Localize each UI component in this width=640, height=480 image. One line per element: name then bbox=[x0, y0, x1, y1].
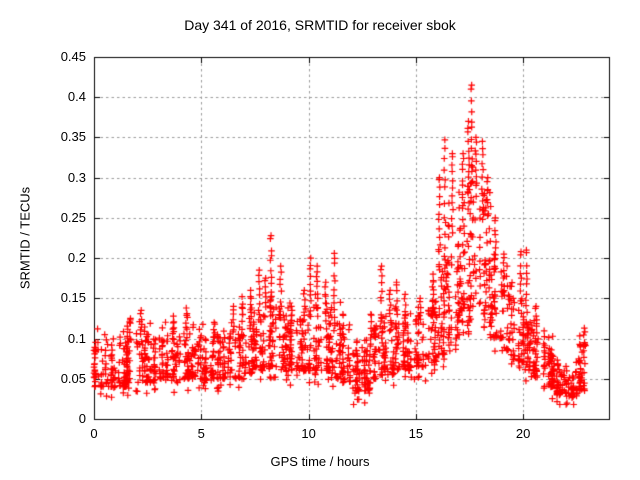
y-tick-label: 0.2 bbox=[67, 250, 86, 266]
y-axis-label: SRMTID / TECUs bbox=[17, 186, 33, 290]
x-tick-label: 10 bbox=[301, 426, 316, 441]
y-tick-label: 0 bbox=[78, 411, 86, 426]
x-tick-label: 0 bbox=[90, 426, 98, 441]
x-tick-label: 5 bbox=[197, 426, 205, 441]
y-tick-label: 0.25 bbox=[60, 209, 86, 225]
y-tick-label: 0.4 bbox=[67, 89, 86, 105]
y-tick-label: 0.1 bbox=[67, 330, 86, 346]
y-tick-label: 0.45 bbox=[60, 49, 86, 64]
x-axis-label: GPS time / hours bbox=[270, 454, 370, 469]
y-tick-label: 0.3 bbox=[67, 169, 86, 185]
y-tick-label: 0.35 bbox=[60, 129, 86, 145]
y-tick-label: 0.15 bbox=[60, 290, 86, 306]
y-tick-label: 0.05 bbox=[60, 370, 86, 386]
x-tick-label: 15 bbox=[408, 426, 424, 441]
x-tick-label: 20 bbox=[515, 426, 531, 441]
chart-title: Day 341 of 2016, SRMTID for receiver sbo… bbox=[184, 17, 456, 33]
